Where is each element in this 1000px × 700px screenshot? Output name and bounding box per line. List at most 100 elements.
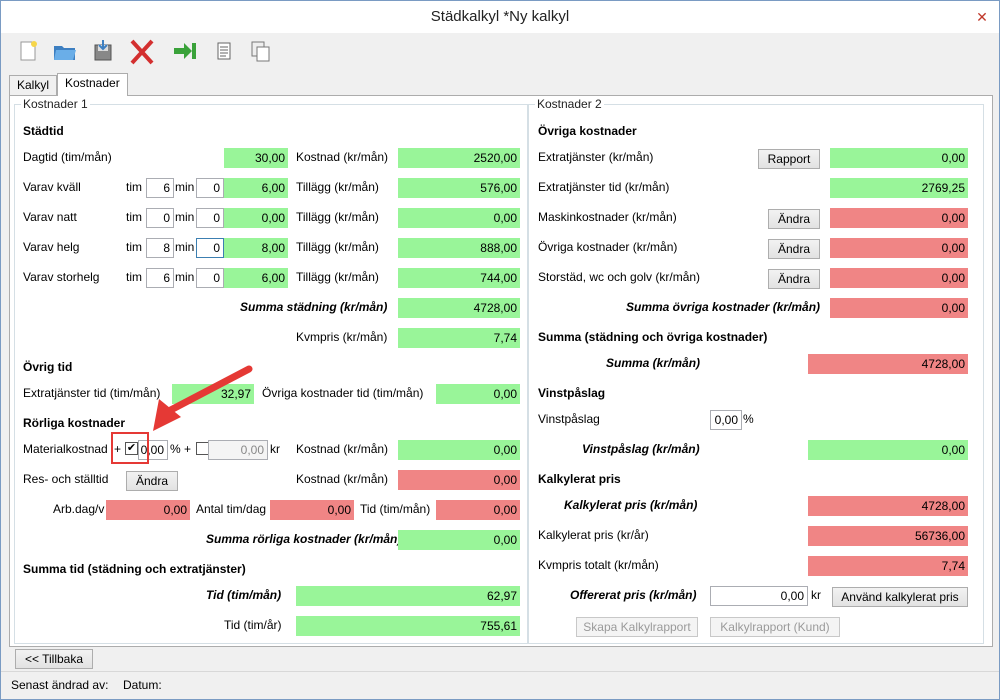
tid-ar-label: Tid (tim/år) [224,618,282,632]
save-icon[interactable] [89,37,117,67]
natt-tillagg-value: 0,00 [398,208,520,228]
section-heading-rorliga: Rörliga kostnader [23,416,126,430]
summa-stadning-label: Summa städning (kr/mån) [240,300,388,314]
extratjanster-tid-kr-label: Extratjänster tid (kr/mån) [538,180,670,194]
open-folder-icon[interactable] [51,37,79,67]
kvall-tim-input[interactable]: 6 [146,178,174,198]
status-bar: Senast ändrad av: Datum: [1,671,999,699]
percent-sign: % [170,442,181,456]
tillagg-label: Tillägg (kr/mån) [296,240,379,254]
tillagg-label: Tillägg (kr/mån) [296,210,379,224]
maskin-andra-button[interactable]: Ändra [768,209,820,229]
kostnad-label: Kostnad (kr/mån) [296,150,389,164]
section-heading-vinstpaslag: Vinstpåslag [538,386,606,400]
varav-storhelg-label: Varav storhelg [23,270,100,284]
helg-tillagg-value: 888,00 [398,238,520,258]
summa-stadning-value: 4728,00 [398,298,520,318]
new-document-icon[interactable] [15,37,43,67]
material-kr-input[interactable]: 0,00 [208,440,268,460]
natt-min-input[interactable]: 0 [196,208,224,228]
annotation-highlight-box [111,432,149,464]
helg-hours-value: 8,00 [224,238,288,258]
kvmpris-totalt-label: Kvmpris totalt (kr/mån) [538,558,659,572]
extratjanster-tid-label: Extratjänster tid (tim/mån) [23,386,161,400]
summa-value: 4728,00 [808,354,968,374]
min-label: min [175,180,195,194]
kostnad-label: Kostnad (kr/mån) [296,472,389,486]
kr-label: kr [270,442,280,456]
delete-icon[interactable] [127,37,155,67]
kvall-min-input[interactable]: 0 [196,178,224,198]
skapa-kalkylrapport-button[interactable]: Skapa Kalkylrapport [576,617,698,637]
kalkylerat-pris-ar-label: Kalkylerat pris (kr/år) [538,528,649,542]
tid-tim-man-value: 0,00 [436,500,520,520]
extratjanster-value: 0,00 [830,148,968,168]
storhelg-tim-input[interactable]: 6 [146,268,174,288]
plus-sign: + [184,442,192,456]
document-icon[interactable] [211,37,239,67]
tid-man-label: Tid (tim/mån) [206,588,282,602]
tab-panel-kostnader: Kostnader 1 Städtid Dagtid (tim/mån) 30,… [9,95,993,647]
ovriga-kostnader-label: Övriga kostnader (kr/mån) [538,240,678,254]
helg-min-input[interactable]: 0 [196,238,224,258]
maskinkostnader-value: 0,00 [830,208,968,228]
maskinkostnader-label: Maskinkostnader (kr/mån) [538,210,677,224]
antal-tim-value: 0,00 [270,500,354,520]
annotation-arrow-shaft [161,365,253,417]
percent-sign: % [743,412,754,426]
tillagg-label: Tillägg (kr/mån) [296,180,379,194]
section-heading-stadtid: Städtid [23,124,64,138]
group-title: Kostnader 2 [535,97,604,111]
storstad-andra-button[interactable]: Ändra [768,269,820,289]
anvand-kalkylerat-pris-button[interactable]: Använd kalkylerat pris [832,587,968,607]
rapport-button[interactable]: Rapport [758,149,820,169]
tillbaka-button[interactable]: << Tillbaka [15,649,93,669]
kr-label: kr [811,588,821,602]
natt-tim-input[interactable]: 0 [146,208,174,228]
exit-icon[interactable] [171,37,199,67]
ovriga-kostnader-value: 0,00 [830,238,968,258]
section-heading-ovriga: Övriga kostnader [538,124,637,138]
helg-tim-input[interactable]: 8 [146,238,174,258]
arbdag-value: 0,00 [106,500,190,520]
tid-ar-value: 755,61 [296,616,520,636]
dagtid-label: Dagtid (tim/mån) [23,150,112,164]
varav-kvall-label: Varav kväll [23,180,81,194]
group-title: Kostnader 1 [21,97,90,111]
kalkylrapport-kund-button[interactable]: Kalkylrapport (Kund) [710,617,840,637]
dagtid-value: 30,00 [224,148,288,168]
tid-man-value: 62,97 [296,586,520,606]
title-bar: Städkalkyl *Ny kalkyl ✕ [1,1,999,33]
material-percent-input[interactable]: 0,00 [138,440,168,460]
extratjanster-label: Extratjänster (kr/mån) [538,150,654,164]
annotation-arrow-overlay [111,365,253,464]
antal-tim-label: Antal tim/dag [196,502,267,516]
materialkostnad-label: Materialkostnad [23,442,108,456]
res-andra-button[interactable]: Ändra [126,471,178,491]
section-heading-ovrig-tid: Övrig tid [23,360,73,374]
ovriga-kostnader-tid-value: 0,00 [436,384,520,404]
tab-kalkyl[interactable]: Kalkyl [9,75,58,95]
copy-icon[interactable] [247,37,275,67]
storhelg-min-input[interactable]: 0 [196,268,224,288]
min-label: min [175,210,195,224]
close-icon[interactable]: ✕ [976,9,988,25]
kostnad-label: Kostnad (kr/mån) [296,442,389,456]
annotation-arrow-head [153,399,181,431]
ovriga-kostnader-tid-label: Övriga kostnader tid (tim/mån) [262,386,424,400]
material-percent-checkbox[interactable]: ✔ [125,442,138,455]
tillagg-label: Tillägg (kr/mån) [296,270,379,284]
kostnad-value: 2520,00 [398,148,520,168]
vinstpaslag-input[interactable]: 0,00 [710,410,742,430]
res-kostnad-value: 0,00 [398,470,520,490]
offererat-pris-input[interactable]: 0,00 [710,586,808,606]
changed-by-label: Senast ändrad av: [11,678,109,692]
ovriga-andra-button[interactable]: Ändra [768,239,820,259]
tab-kostnader[interactable]: Kostnader [57,73,128,96]
kvmpris-totalt-value: 7,74 [808,556,968,576]
vinstpaslag-result-value: 0,00 [808,440,968,460]
offererat-pris-label: Offererat pris (kr/mån) [570,588,697,602]
res-stalltid-label: Res- och ställtid [23,472,109,486]
summa-label: Summa (kr/mån) [606,356,701,370]
